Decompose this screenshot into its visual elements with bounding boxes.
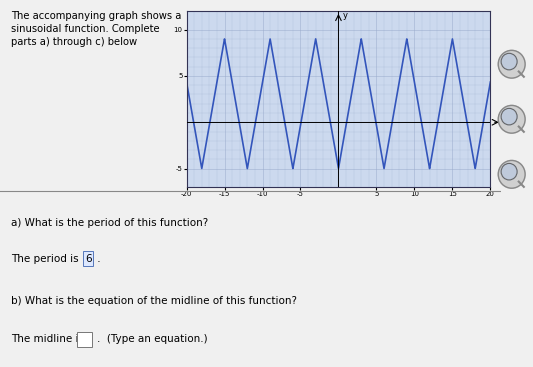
Text: 6: 6 [85, 254, 91, 264]
Circle shape [498, 50, 525, 78]
Text: The period is: The period is [11, 254, 85, 264]
Text: .  (Type an equation.): . (Type an equation.) [98, 334, 208, 344]
Circle shape [498, 105, 525, 133]
Text: x: x [499, 109, 504, 118]
Text: The midline is: The midline is [11, 334, 87, 344]
Circle shape [501, 108, 517, 125]
Text: The accompanying graph shows a
sinusoidal function. Complete
parts a) through c): The accompanying graph shows a sinusoida… [11, 11, 181, 47]
Circle shape [501, 53, 517, 70]
Text: a) What is the period of this function?: a) What is the period of this function? [11, 218, 208, 228]
Text: .: . [94, 254, 101, 264]
Circle shape [501, 163, 517, 180]
Circle shape [498, 160, 525, 188]
Text: b) What is the equation of the midline of this function?: b) What is the equation of the midline o… [11, 295, 297, 305]
Text: y: y [342, 11, 348, 20]
